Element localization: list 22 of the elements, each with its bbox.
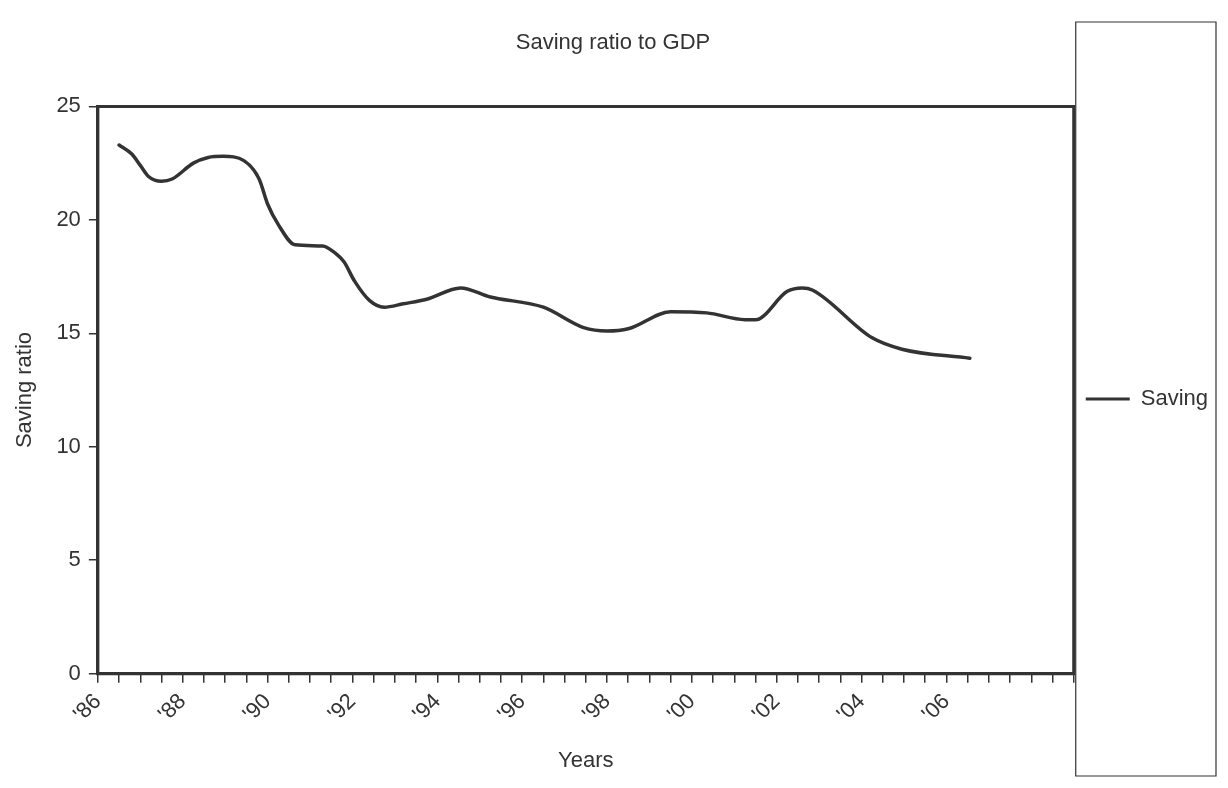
y-tick-label: 5 bbox=[68, 546, 81, 572]
x-tick-label: '96 bbox=[492, 688, 530, 727]
x-tick-label: '94 bbox=[407, 688, 446, 727]
y-tick-label: 25 bbox=[56, 92, 81, 118]
y-tick-label: 0 bbox=[68, 659, 81, 685]
x-tick-label: '88 bbox=[152, 688, 191, 727]
x-tick-label: '90 bbox=[237, 688, 276, 727]
chart-title: Saving ratio to GDP bbox=[515, 29, 711, 55]
x-tick-label: '00 bbox=[661, 688, 700, 727]
x-tick-label: '04 bbox=[831, 688, 870, 727]
x-tick-label: '02 bbox=[746, 688, 785, 727]
x-tick-label: '06 bbox=[916, 688, 955, 727]
x-axis-title: Years bbox=[558, 746, 614, 772]
y-tick-label: 10 bbox=[56, 432, 81, 458]
y-axis-title: Saving ratio bbox=[11, 331, 37, 449]
y-tick-label: 20 bbox=[56, 205, 81, 231]
x-tick-label: '98 bbox=[576, 688, 615, 727]
x-tick-label: '86 bbox=[67, 688, 106, 727]
legend-label: Saving bbox=[1140, 385, 1209, 411]
x-tick-label: '92 bbox=[322, 688, 361, 727]
line-series bbox=[117, 143, 972, 361]
y-tick-label: 15 bbox=[56, 319, 81, 345]
